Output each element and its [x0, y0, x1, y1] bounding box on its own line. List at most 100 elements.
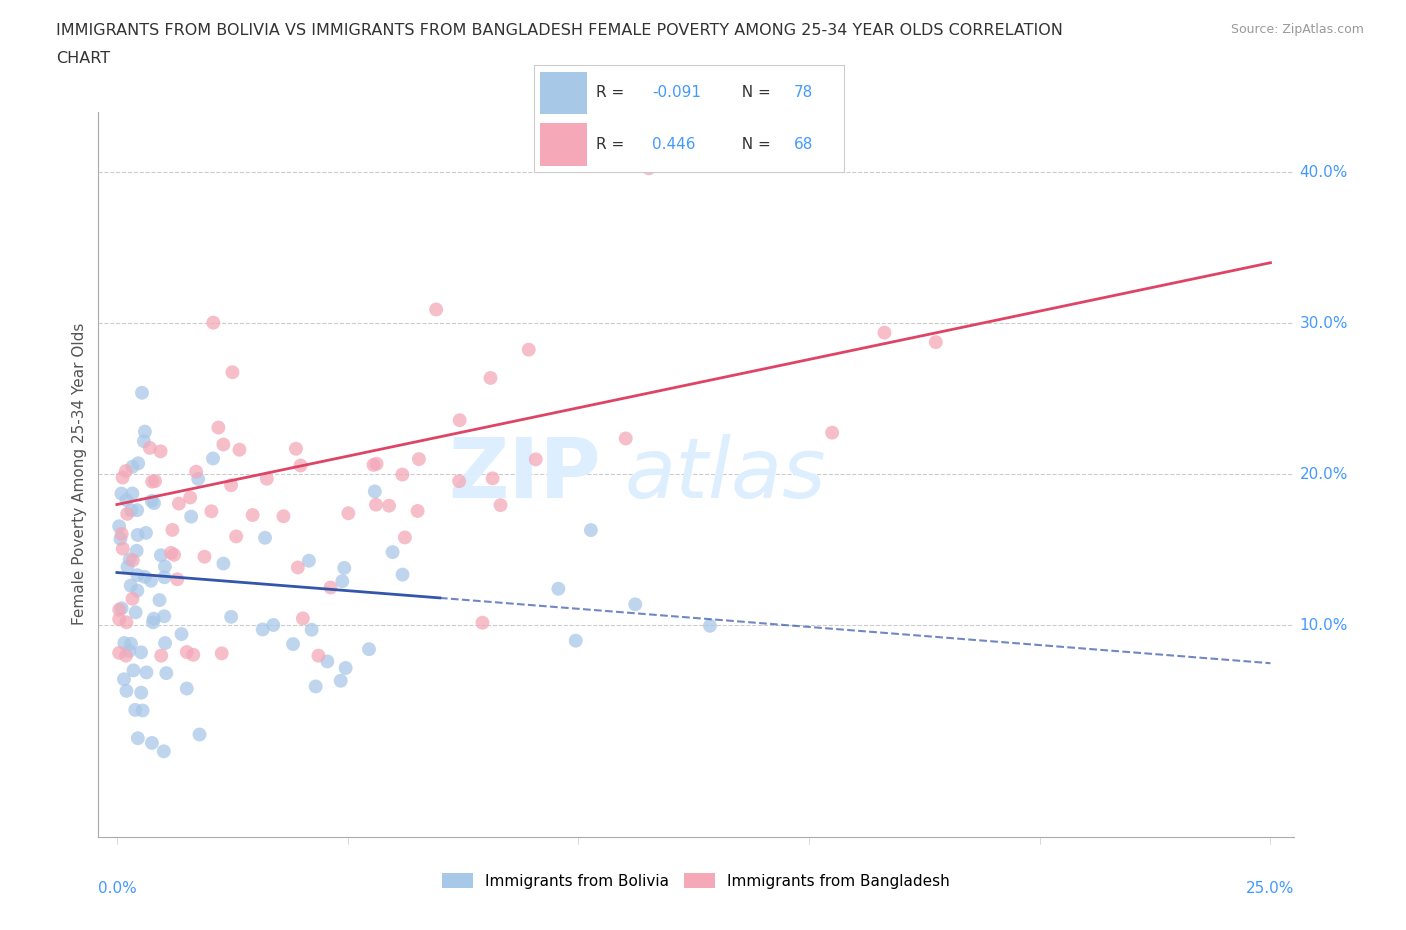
- Point: [142, 615, 165, 630]
- Point: [291, 611, 314, 626]
- Point: [120, 578, 142, 593]
- Point: [166, 572, 188, 587]
- Point: [134, 569, 156, 584]
- Point: [394, 530, 416, 545]
- Text: IMMIGRANTS FROM BOLIVIA VS IMMIGRANTS FROM BANGLADESH FEMALE POVERTY AMONG 25-34: IMMIGRANTS FROM BOLIVIA VS IMMIGRANTS FR…: [56, 23, 1063, 38]
- Point: [186, 464, 208, 479]
- Point: [141, 736, 163, 751]
- Point: [120, 503, 142, 518]
- Point: [118, 552, 141, 567]
- Point: [202, 315, 225, 330]
- Point: [564, 633, 586, 648]
- Point: [188, 727, 211, 742]
- Text: 10.0%: 10.0%: [1299, 618, 1348, 633]
- Point: [121, 486, 143, 501]
- Point: [108, 612, 131, 627]
- Text: -0.091: -0.091: [652, 86, 700, 100]
- Point: [115, 684, 138, 698]
- Point: [142, 611, 165, 626]
- Point: [111, 526, 134, 541]
- Point: [127, 567, 149, 582]
- Point: [111, 471, 134, 485]
- Text: 20.0%: 20.0%: [1299, 467, 1348, 482]
- Point: [579, 523, 602, 538]
- Point: [135, 665, 157, 680]
- Point: [225, 529, 247, 544]
- Point: [179, 490, 201, 505]
- Point: [364, 498, 387, 512]
- Point: [141, 494, 163, 509]
- Point: [200, 504, 222, 519]
- Point: [181, 647, 204, 662]
- Point: [357, 642, 380, 657]
- Point: [408, 452, 430, 467]
- Text: 78: 78: [794, 86, 813, 100]
- Point: [284, 442, 307, 457]
- Point: [242, 508, 264, 523]
- Point: [152, 744, 174, 759]
- Point: [364, 484, 387, 498]
- Point: [139, 573, 162, 588]
- Point: [135, 525, 157, 540]
- Point: [112, 671, 135, 686]
- Text: R =: R =: [596, 137, 630, 152]
- Point: [141, 474, 163, 489]
- Point: [211, 646, 233, 661]
- Point: [153, 635, 176, 650]
- Point: [132, 433, 155, 448]
- Point: [335, 660, 357, 675]
- Text: 40.0%: 40.0%: [1299, 165, 1348, 179]
- Text: 0.0%: 0.0%: [97, 881, 136, 896]
- FancyBboxPatch shape: [540, 123, 586, 166]
- Point: [699, 618, 721, 633]
- Point: [180, 509, 202, 524]
- Point: [873, 326, 896, 340]
- Point: [207, 420, 229, 435]
- Point: [471, 616, 494, 631]
- Point: [925, 335, 948, 350]
- Point: [363, 458, 385, 472]
- Point: [148, 592, 170, 607]
- Point: [131, 703, 153, 718]
- Point: [129, 644, 152, 659]
- Point: [425, 302, 447, 317]
- Point: [202, 451, 225, 466]
- Point: [162, 523, 184, 538]
- Text: 0.446: 0.446: [652, 137, 696, 152]
- Point: [176, 681, 198, 696]
- Point: [252, 622, 274, 637]
- Point: [115, 615, 138, 630]
- Point: [153, 570, 176, 585]
- Text: R =: R =: [596, 86, 630, 100]
- Point: [219, 609, 242, 624]
- Point: [121, 591, 143, 606]
- Point: [391, 567, 413, 582]
- Point: [449, 413, 471, 428]
- Point: [127, 731, 149, 746]
- Point: [333, 561, 356, 576]
- Point: [290, 458, 312, 473]
- Point: [489, 498, 512, 512]
- Point: [301, 622, 323, 637]
- Point: [153, 559, 176, 574]
- Point: [167, 496, 190, 511]
- Point: [111, 541, 134, 556]
- Point: [330, 574, 353, 589]
- Point: [337, 506, 360, 521]
- Point: [176, 644, 198, 659]
- Point: [287, 560, 309, 575]
- Point: [212, 556, 235, 571]
- Point: [221, 365, 243, 379]
- Point: [281, 637, 304, 652]
- Point: [149, 548, 172, 563]
- Point: [127, 503, 149, 518]
- Point: [122, 663, 145, 678]
- Text: N =: N =: [733, 137, 776, 152]
- Point: [115, 648, 138, 663]
- Text: atlas: atlas: [624, 433, 825, 515]
- Point: [319, 580, 342, 595]
- Point: [108, 603, 131, 618]
- Point: [108, 519, 131, 534]
- Text: 68: 68: [794, 137, 814, 152]
- Point: [153, 609, 176, 624]
